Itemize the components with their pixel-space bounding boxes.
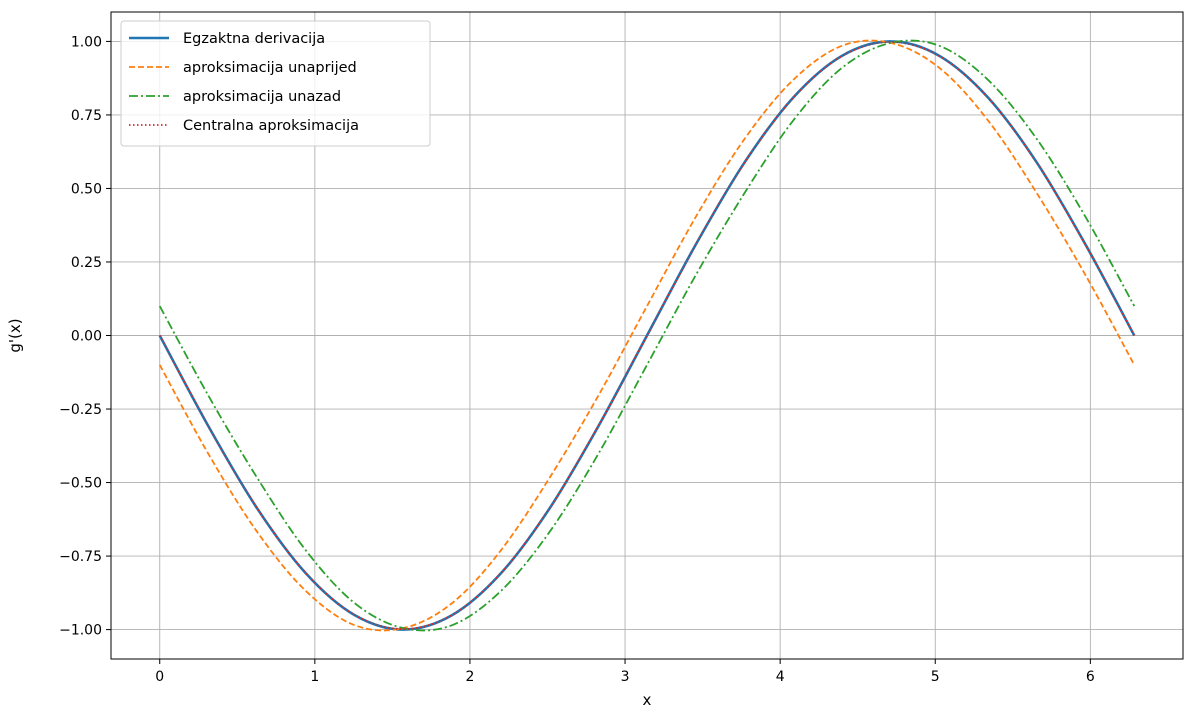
- legend: Egzaktna derivacija aproksimacija unaprij…: [120, 20, 431, 147]
- legend-label: aproksimacija unazad: [183, 89, 341, 105]
- axis-ticks: 0 1 2 3 4 5 6 1.00 0.75 0.50 0.25 0.00 −0.25 −0.50 −0.…: [59, 34, 1095, 685]
- y-tick-label: 0.75: [71, 108, 102, 124]
- legend-label: aproksimacija unaprijed: [183, 60, 357, 76]
- legend-label: Centralna aproksimacija: [183, 118, 359, 134]
- y-tick-label: −0.75: [59, 549, 102, 565]
- series-line-2: [158, 39, 1136, 632]
- x-tick-label: 3: [621, 669, 630, 685]
- x-axis-label: x: [643, 691, 652, 709]
- y-tick-label: 0.50: [71, 181, 102, 197]
- y-tick-label: −1.00: [59, 623, 102, 639]
- x-tick-label: 6: [1086, 669, 1095, 685]
- y-tick-label: −0.50: [59, 476, 102, 492]
- x-tick-label: 4: [776, 669, 785, 685]
- y-axis-label: g'(x): [6, 318, 24, 352]
- x-tick-label: 0: [155, 669, 164, 685]
- series-lines: [158, 39, 1136, 632]
- legend-box: [120, 20, 431, 147]
- x-tick-label: 2: [465, 669, 474, 685]
- y-tick-label: 1.00: [71, 34, 102, 50]
- series-line-3: [158, 39, 1136, 632]
- x-tick-label: 1: [310, 669, 319, 685]
- y-tick-label: −0.25: [59, 402, 102, 418]
- legend-label: Egzaktna derivacija: [183, 31, 325, 47]
- series-line-4: [158, 41, 1136, 630]
- y-tick-label: 0.25: [71, 255, 102, 271]
- x-tick-label: 5: [931, 669, 940, 685]
- y-tick-label: 0.00: [71, 329, 102, 345]
